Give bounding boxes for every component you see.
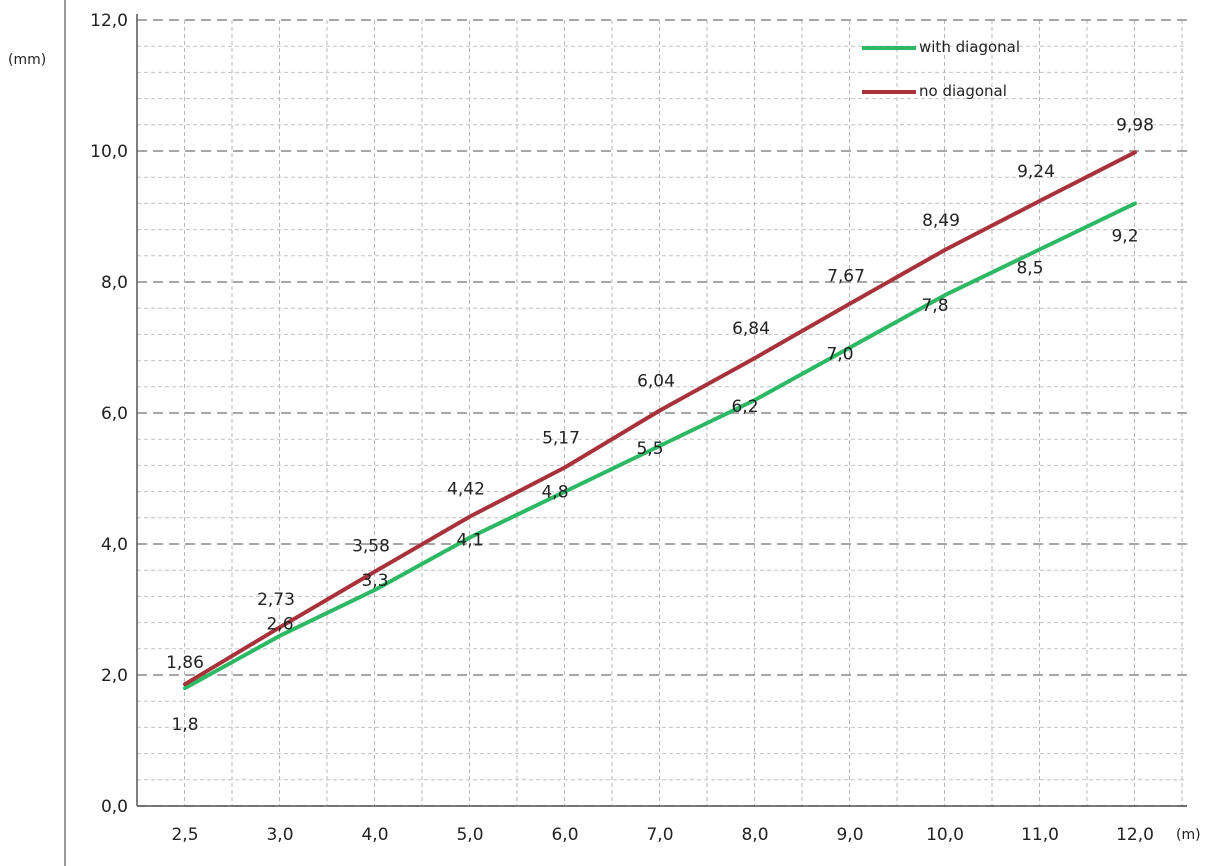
data-label-no-diagonal: 9,24: [1017, 162, 1055, 182]
data-label-with-diagonal: 7,0: [826, 345, 853, 365]
y-tick-label: 10,0: [90, 142, 128, 162]
legend-label: no diagonal: [919, 82, 1007, 100]
x-tick-label: 5,0: [456, 825, 483, 845]
x-tick-label: 9,0: [836, 825, 863, 845]
data-label-with-diagonal: 9,2: [1111, 226, 1138, 246]
data-label-with-diagonal: 8,5: [1016, 258, 1043, 278]
x-tick-label: 11,0: [1021, 825, 1059, 845]
x-tick-labels: 2,5 3,0 4,0 5,0 6,0 7,0 8,0 9,0 10,0 11,0 12,0: [171, 825, 1153, 845]
data-label-no-diagonal: 6,04: [637, 371, 675, 391]
x-tick-label: 2,5: [171, 825, 198, 845]
y-tick-label: 8,0: [101, 273, 128, 293]
y-tick-label: 6,0: [101, 404, 128, 424]
data-labels: 1,8 2,6 3,3 4,1 4,8 5,5 6,2 7,0 7,8 8,5 9,2 1,86 2,7…: [166, 115, 1154, 735]
data-label-with-diagonal: 3,3: [361, 571, 388, 591]
data-label-no-diagonal: 3,58: [352, 537, 390, 557]
x-tick-label: 7,0: [646, 825, 673, 845]
series-line-with-diagonal: [183, 201, 1137, 691]
x-tick-label: 3,0: [266, 825, 293, 845]
data-label-with-diagonal: 1,8: [171, 715, 198, 735]
data-label-no-diagonal: 2,73: [257, 590, 295, 610]
data-label-with-diagonal: 5,5: [636, 439, 663, 459]
y-tick-label: 0,0: [101, 797, 128, 817]
data-label-no-diagonal: 7,67: [827, 267, 865, 287]
data-label-no-diagonal: 4,42: [447, 479, 485, 499]
x-tick-label: 8,0: [741, 825, 768, 845]
y-tick-label: 2,0: [101, 666, 128, 686]
data-label-no-diagonal: 5,17: [542, 428, 580, 448]
x-tick-label: 10,0: [926, 825, 964, 845]
data-label-no-diagonal: 9,98: [1116, 115, 1154, 135]
x-tick-label: 6,0: [551, 825, 578, 845]
y-tick-labels: 0,0 2,0 4,0 6,0 8,0 10,0 12,0: [90, 11, 128, 817]
data-label-with-diagonal: 4,1: [456, 530, 483, 550]
data-label-with-diagonal: 4,8: [541, 483, 568, 503]
y-tick-label: 4,0: [101, 535, 128, 555]
legend-label: with diagonal: [919, 38, 1020, 56]
x-tick-label: 12,0: [1116, 825, 1154, 845]
x-unit-label: (m): [1176, 827, 1201, 843]
data-label-no-diagonal: 1,86: [166, 653, 204, 673]
series-line-no-diagonal: [183, 150, 1137, 687]
legend: with diagonal no diagonal: [862, 38, 1020, 100]
y-tick-label: 12,0: [90, 11, 128, 31]
data-label-no-diagonal: 6,84: [732, 319, 770, 339]
series-lines: [183, 150, 1137, 691]
x-tick-label: 4,0: [361, 825, 388, 845]
data-label-no-diagonal: 8,49: [922, 211, 960, 231]
data-label-with-diagonal: 7,8: [921, 296, 948, 316]
y-unit-label: (mm): [8, 52, 46, 68]
data-label-with-diagonal: 2,6: [266, 615, 293, 635]
axes: [136, 14, 1187, 807]
grid: [136, 19, 1187, 807]
data-label-with-diagonal: 6,2: [731, 397, 758, 417]
